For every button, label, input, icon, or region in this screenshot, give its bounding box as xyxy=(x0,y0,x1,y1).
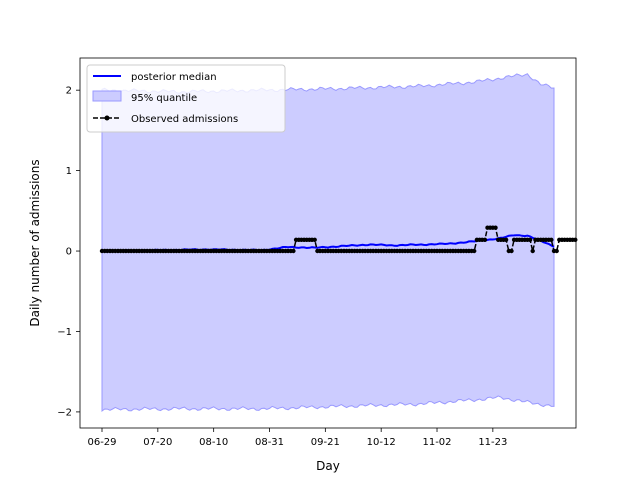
legend: posterior median 95% quantile Observed a… xyxy=(86,64,286,133)
observed-point xyxy=(530,248,535,254)
x-tick-label: 08-10 xyxy=(199,437,228,448)
legend-band-label: 95% quantile xyxy=(131,93,197,104)
legend-band-swatch xyxy=(92,90,122,102)
observed-point xyxy=(554,248,559,254)
observed-layer xyxy=(99,225,578,254)
observed-point xyxy=(503,237,509,242)
observed-point xyxy=(482,237,488,242)
y-tick-label: 1 xyxy=(66,166,72,177)
x-tick-label: 06-29 xyxy=(87,437,116,448)
legend-observed-label: Observed admissions xyxy=(131,114,238,125)
x-tick-label: 09-21 xyxy=(311,437,340,448)
observed-point xyxy=(549,237,554,242)
observed-point xyxy=(312,237,317,242)
observed-point xyxy=(527,237,533,242)
x-tick-label: 10-12 xyxy=(367,437,396,448)
observed-point xyxy=(291,248,296,254)
observed-point xyxy=(573,237,578,242)
x-tick-label: 08-31 xyxy=(255,437,284,448)
legend-observed-marker xyxy=(104,115,110,121)
y-tick-label: 0 xyxy=(66,247,72,258)
observed-point xyxy=(509,248,514,254)
y-tick-label: −1 xyxy=(57,327,72,338)
legend-median-label: posterior median xyxy=(131,72,217,83)
y-axis-ticks: −2 −1 0 1 2 xyxy=(57,86,80,418)
x-axis-ticks: 06-29 07-20 08-10 08-31 09-21 10-12 11-02 11-23 xyxy=(87,428,507,448)
x-tick-label: 11-23 xyxy=(478,437,507,448)
plot-frame xyxy=(79,57,577,429)
observed-point xyxy=(472,248,477,254)
x-axis-label: Day xyxy=(316,459,340,473)
y-axis-label: Daily number of admissions xyxy=(28,159,42,326)
x-tick-label: 11-02 xyxy=(422,437,451,448)
x-tick-label: 07-20 xyxy=(143,437,172,448)
observed-point xyxy=(493,225,498,230)
y-tick-label: 2 xyxy=(66,86,72,97)
y-tick-label: −2 xyxy=(57,407,72,418)
legend-box xyxy=(86,64,286,133)
